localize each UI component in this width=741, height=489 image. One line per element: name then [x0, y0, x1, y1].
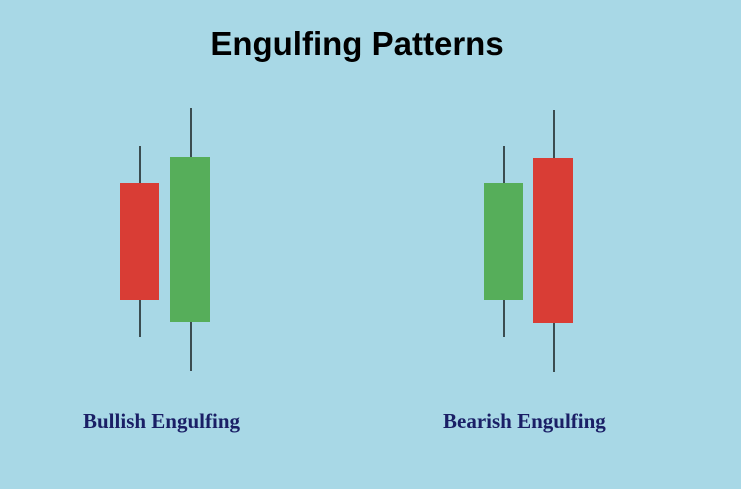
pattern-bearish-engulfing [484, 110, 573, 372]
candle-body [484, 183, 523, 300]
pattern-bullish-engulfing [120, 108, 210, 371]
candle-body [120, 183, 159, 300]
candle-body [170, 157, 210, 322]
bullish-engulfing-label: Bullish Engulfing [83, 409, 240, 433]
bearish-engulfing-label: Bearish Engulfing [443, 409, 606, 433]
diagram-title: Engulfing Patterns [210, 25, 504, 62]
candle-body [533, 158, 573, 323]
